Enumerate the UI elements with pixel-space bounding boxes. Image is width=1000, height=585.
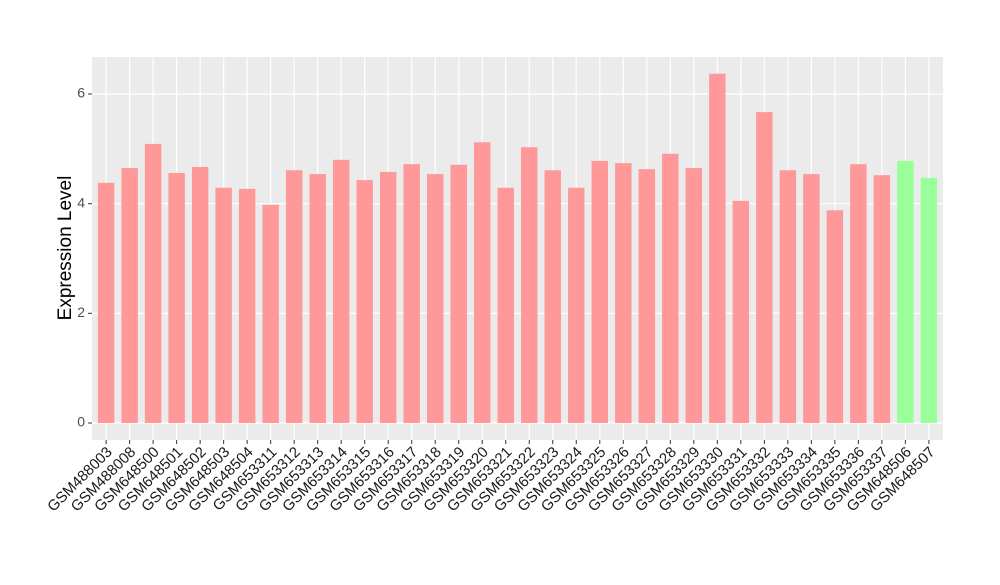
bar [285, 170, 303, 424]
bar [379, 171, 397, 424]
y-tick-label: 0 [77, 414, 85, 430]
bar [215, 187, 232, 424]
bar [121, 168, 138, 424]
bar [356, 180, 373, 424]
bar [544, 170, 561, 424]
bar [403, 164, 420, 424]
bar [450, 164, 467, 424]
bar [568, 187, 585, 424]
bar [756, 112, 773, 424]
bar [521, 147, 538, 424]
bar [97, 182, 115, 424]
bar [897, 160, 914, 424]
y-axis-title: Expression Level [55, 176, 76, 321]
bar [920, 177, 938, 424]
bar [638, 169, 656, 424]
bar [850, 164, 867, 424]
bar [779, 170, 797, 424]
bar [873, 175, 891, 424]
bar [332, 159, 350, 424]
bar [685, 168, 703, 424]
bar [662, 153, 679, 424]
bar [591, 160, 609, 424]
bar [826, 210, 844, 424]
bar [732, 200, 750, 424]
bar [238, 188, 256, 424]
bar [709, 73, 726, 424]
bar [474, 142, 491, 424]
bar [497, 187, 514, 424]
bar [309, 174, 326, 424]
bar [803, 174, 820, 424]
bar [168, 172, 185, 424]
bar [191, 166, 209, 424]
y-tick-label: 2 [77, 304, 85, 320]
panel [92, 57, 943, 440]
y-tick-label: 4 [77, 194, 85, 210]
y-tick-label: 6 [77, 85, 85, 101]
bar [426, 174, 444, 424]
bar [615, 163, 632, 424]
bar [262, 204, 279, 424]
bar [144, 143, 162, 424]
